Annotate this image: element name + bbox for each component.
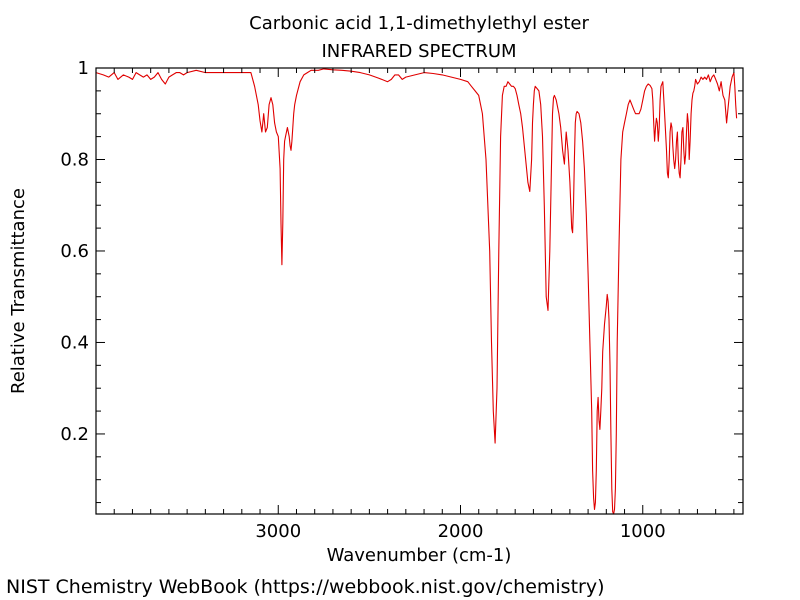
axis-ticks: 3000 2000 1000 1 0.8 0.6 0.4 0.2 (60, 58, 743, 542)
x-tick-label: 1000 (620, 521, 666, 542)
y-tick-label: 0.2 (60, 424, 89, 445)
ir-spectrum-chart: Carbonic acid 1,1-dimethylethyl ester IN… (8, 13, 744, 566)
spectrum-line-0 (95, 68, 738, 515)
y-tick-label: 1 (78, 58, 89, 79)
y-tick-label: 0.4 (60, 332, 89, 353)
x-tick-label: 2000 (438, 521, 484, 542)
y-axis-label: Relative Transmittance (8, 188, 29, 394)
chart-subtitle: INFRARED SPECTRUM (321, 41, 516, 62)
x-axis-label: Wavenumber (cm-1) (327, 545, 512, 566)
plot-frame (95, 67, 744, 515)
source-credit: NIST Chemistry WebBook (https://webbook.… (6, 576, 605, 598)
chart-title: Carbonic acid 1,1-dimethylethyl ester (249, 13, 589, 34)
y-tick-label: 0.6 (60, 241, 89, 262)
x-tick-label: 3000 (255, 521, 301, 542)
plot-area (95, 68, 738, 515)
y-tick-label: 0.8 (60, 149, 89, 170)
